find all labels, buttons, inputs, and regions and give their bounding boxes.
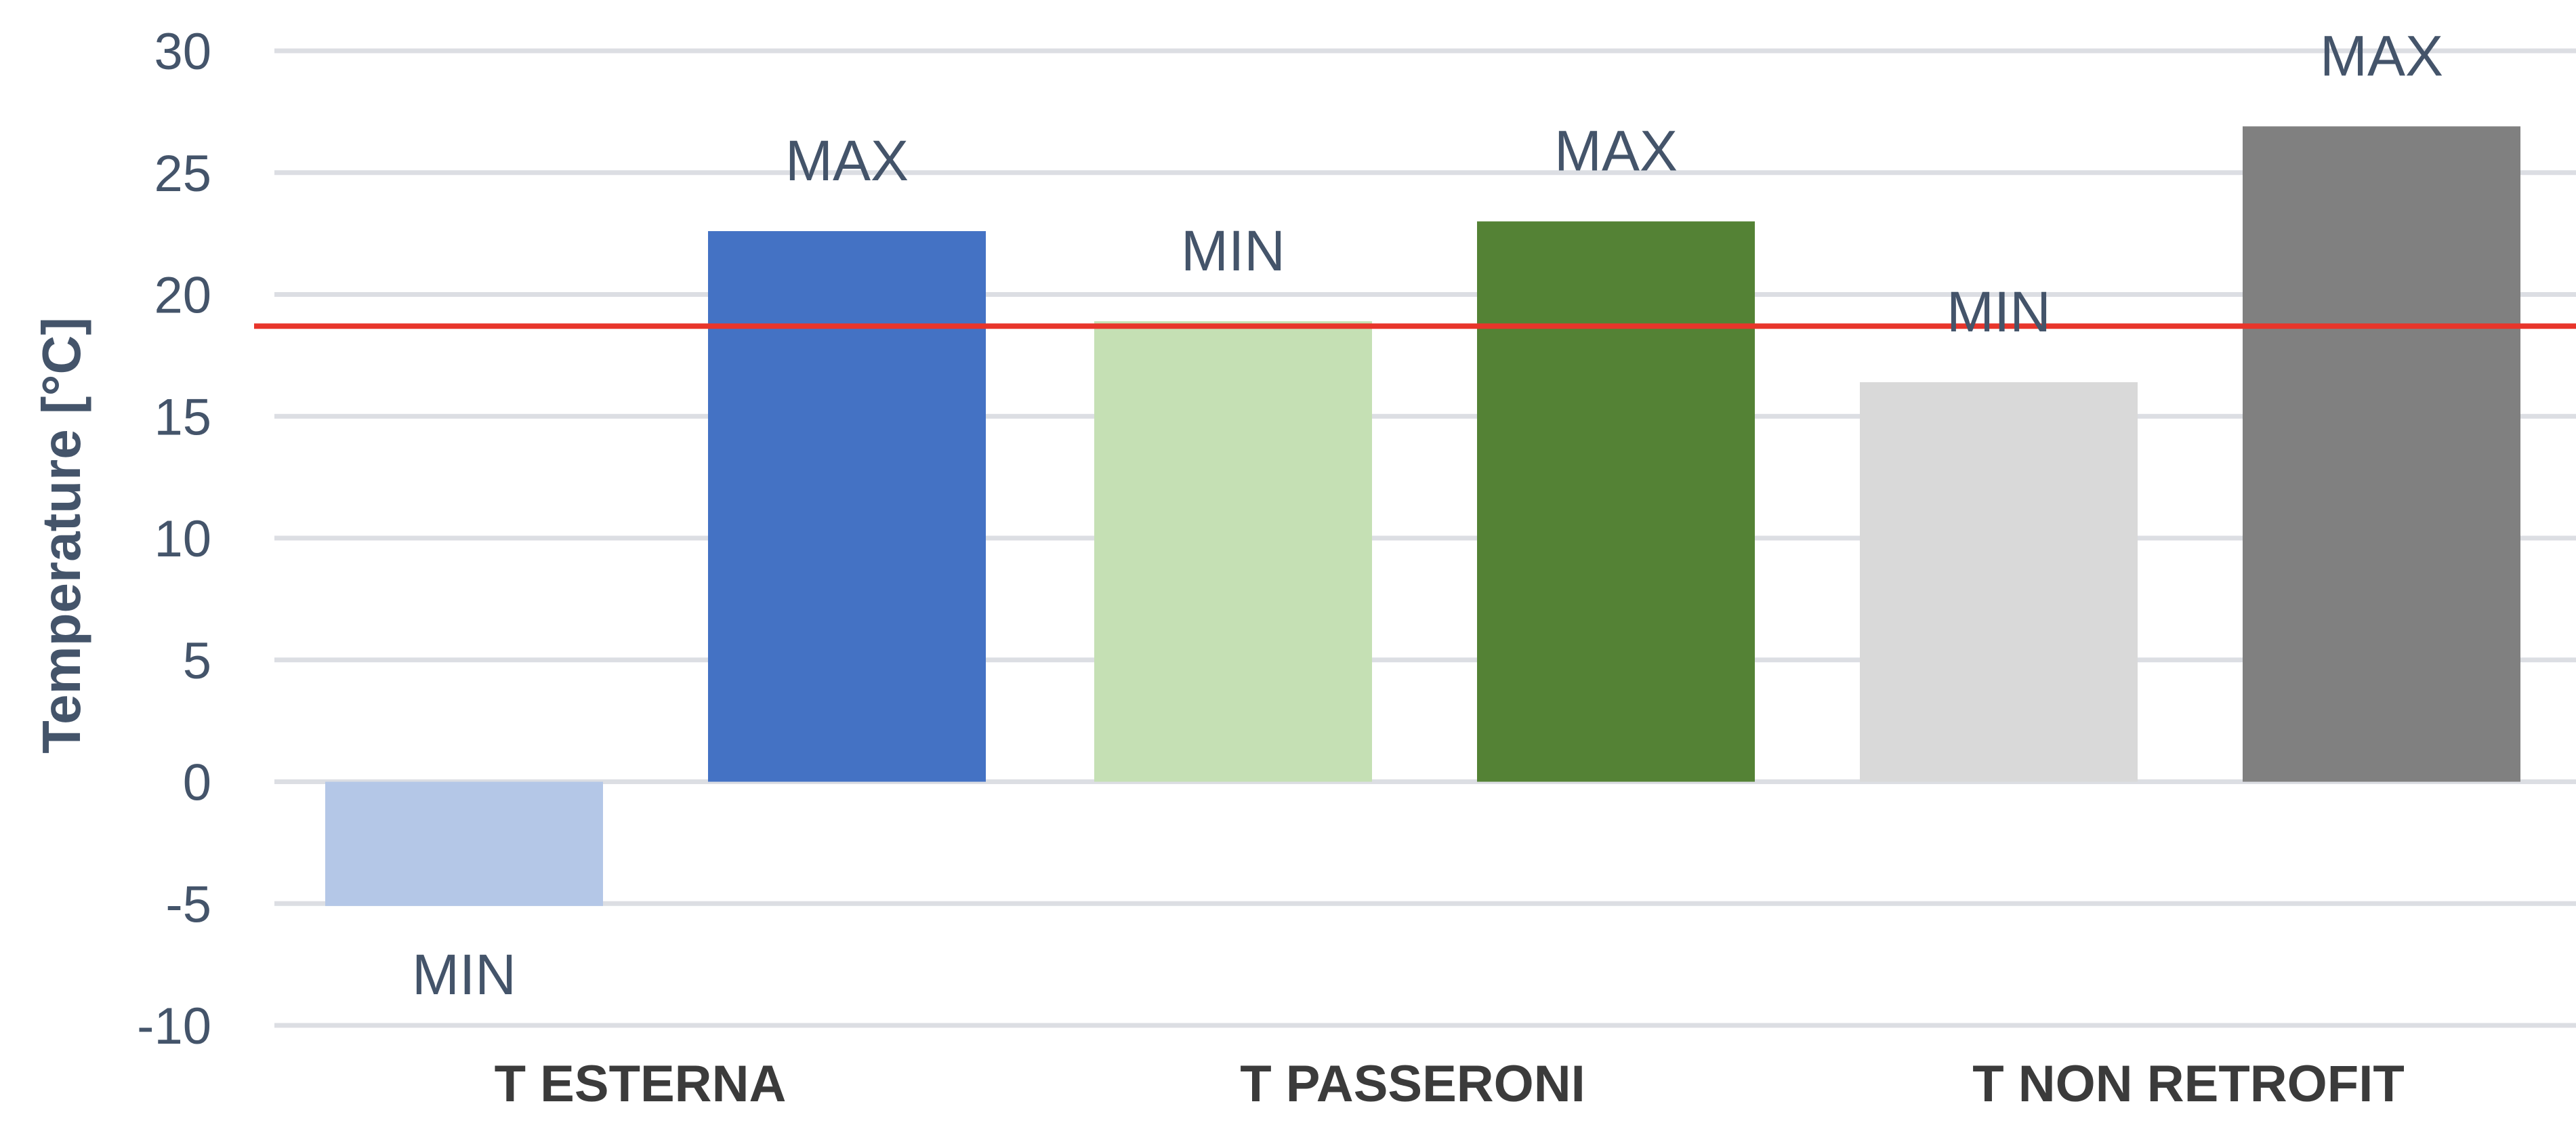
bar-min [1860,382,2138,782]
gridlines [274,48,2576,1028]
x-axis-categories: T ESTERNA T PASSERONI T NON RETROFIT [495,1055,2405,1113]
data-label: MAX [2320,24,2443,87]
x-category-label: T ESTERNA [495,1055,787,1113]
y-tick-label: 25 [154,145,211,203]
y-tick-label: -10 [137,998,211,1055]
data-label: MAX [785,129,909,192]
bars [325,126,2520,906]
bar-max [1477,221,1755,782]
y-axis-ticks: 30 25 20 15 10 5 0 -5 -10 [137,23,211,1055]
data-labels: MIN MAX MIN MAX MIN MAX [412,24,2443,1006]
data-label: MAX [1554,119,1678,183]
data-label: MIN [1947,280,2051,344]
y-axis-title: Temperature [°C] [31,317,91,754]
bar-min [1094,321,1372,782]
y-tick-label: 10 [154,510,211,568]
data-label: MIN [412,943,516,1006]
y-tick-label: -5 [165,876,211,933]
y-tick-label: 15 [154,388,211,446]
y-tick-label: 20 [154,267,211,325]
x-category-label: T PASSERONI [1240,1055,1585,1113]
data-label: MIN [1181,219,1285,283]
y-tick-label: 5 [183,632,211,690]
y-tick-label: 30 [154,23,211,81]
y-tick-label: 0 [183,754,211,812]
bar-max [708,231,986,782]
bar-max [2243,126,2520,782]
x-category-label: T NON RETROFIT [1972,1055,2405,1113]
bar-min [325,781,603,906]
